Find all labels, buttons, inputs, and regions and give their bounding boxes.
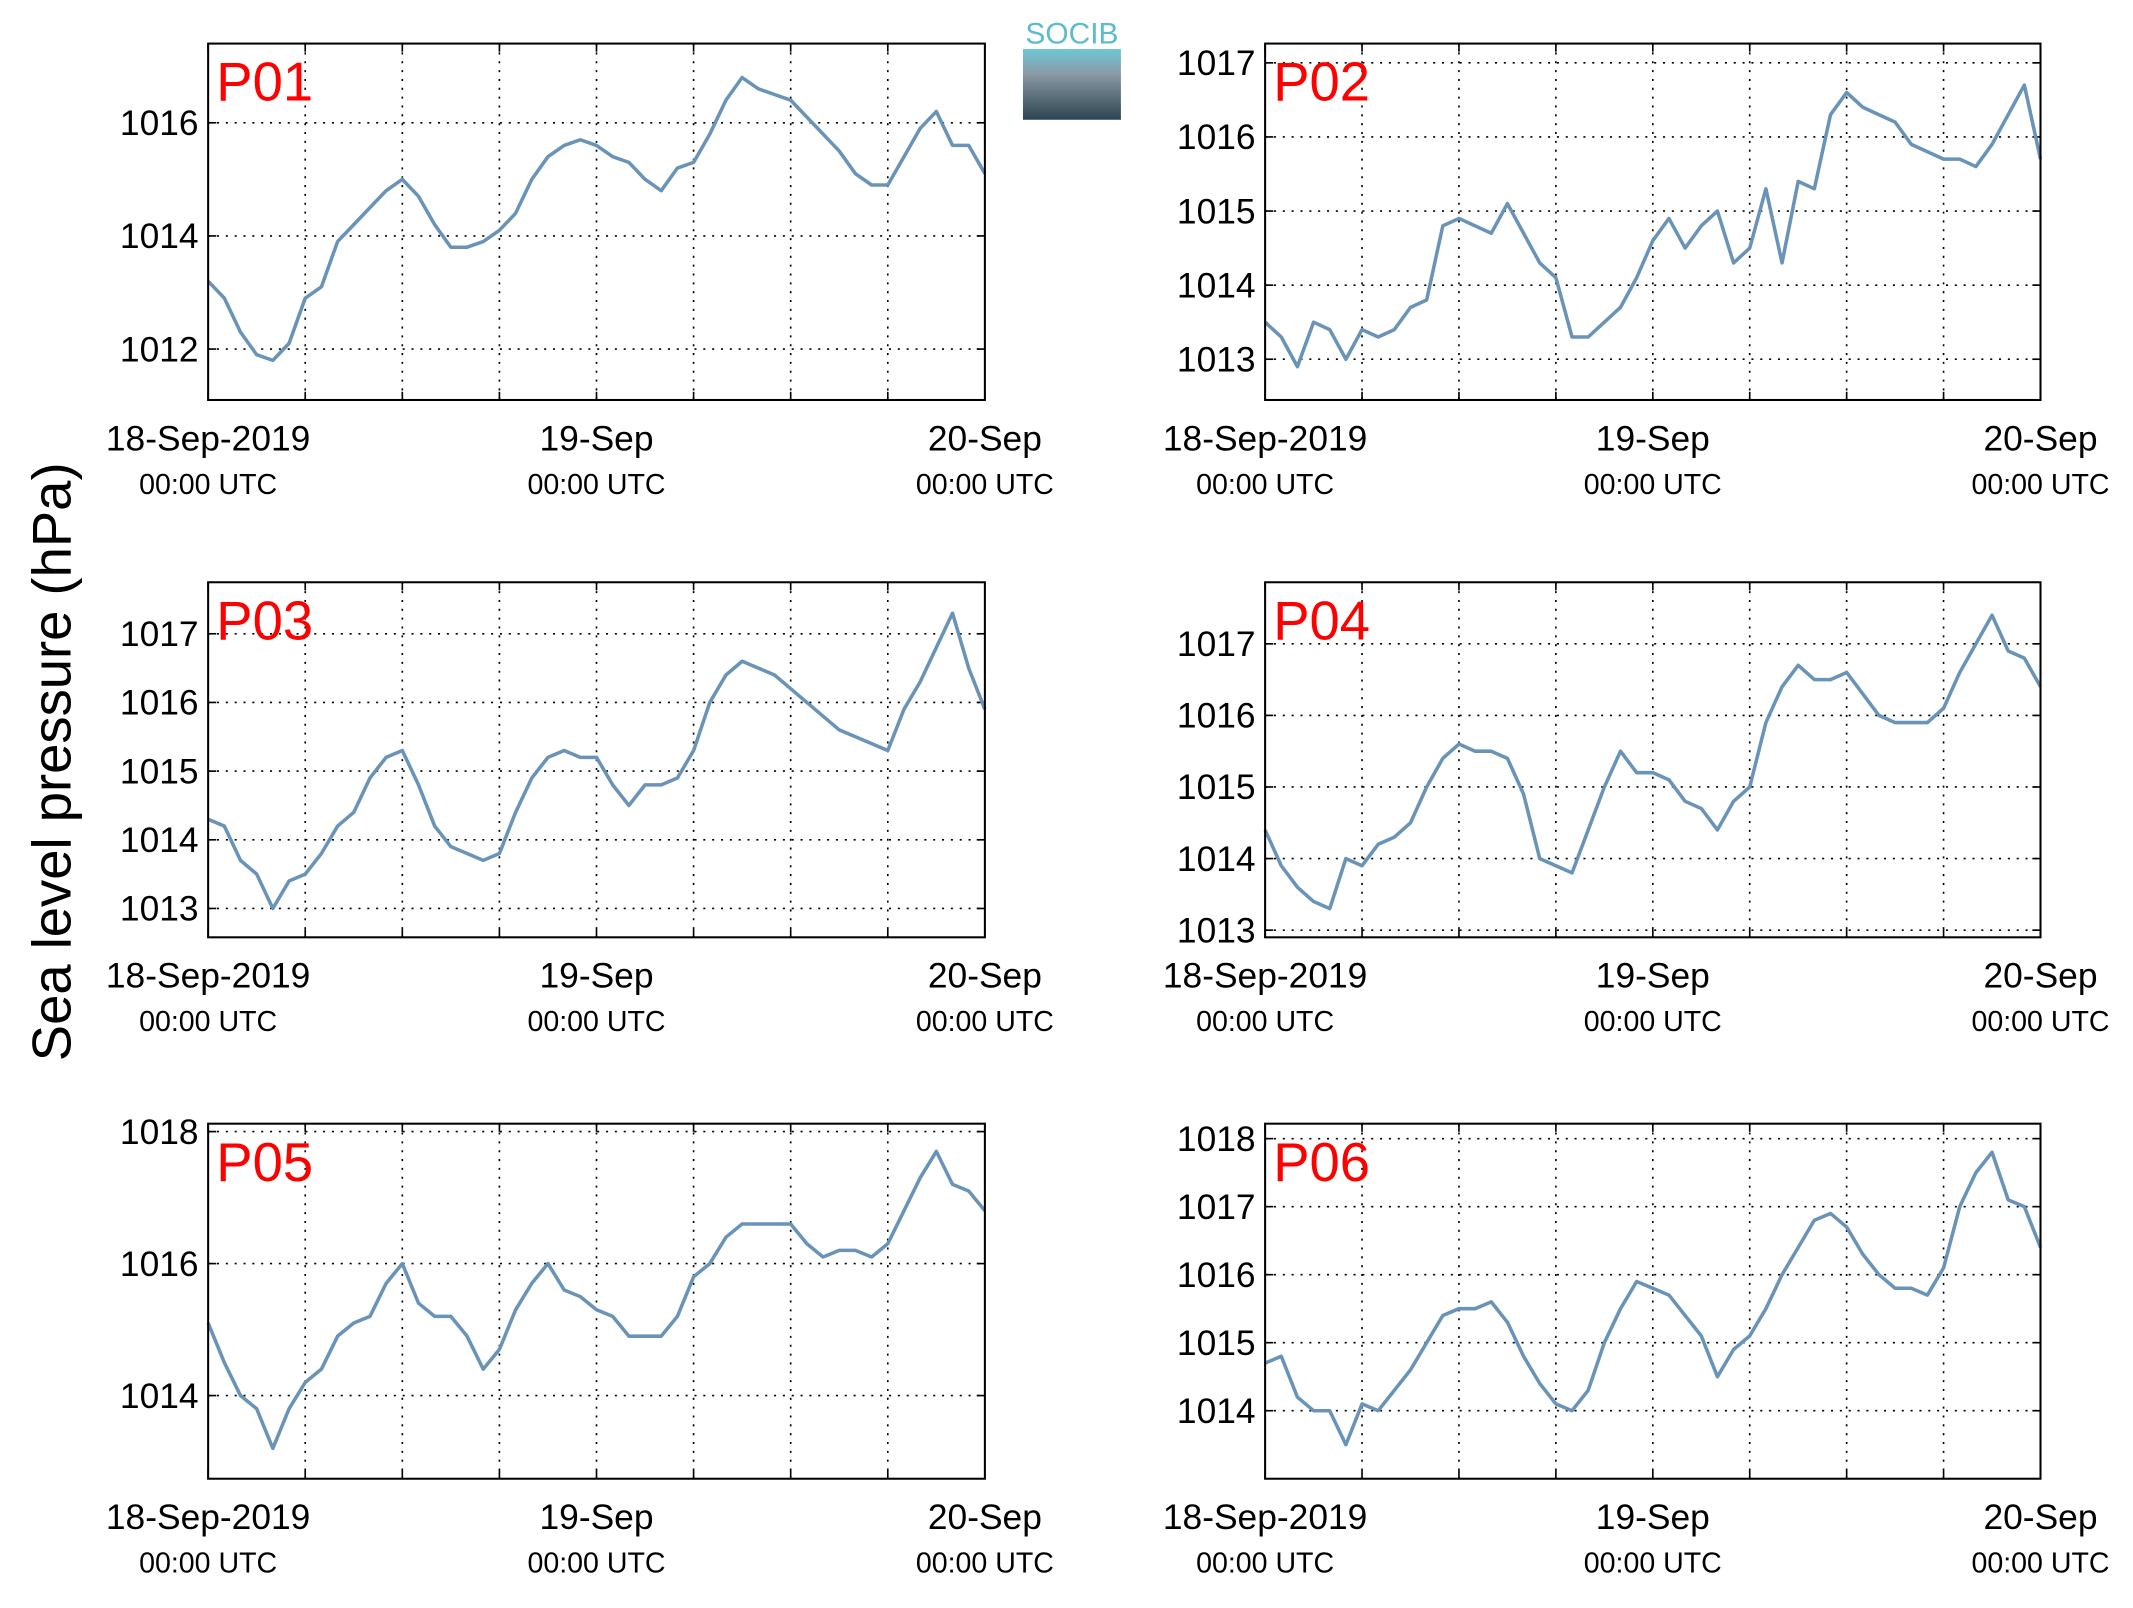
y-tick-label: 1014 xyxy=(120,821,199,860)
y-tick-label: 1018 xyxy=(1177,1120,1256,1159)
y-tick-label: 1014 xyxy=(1177,266,1256,305)
x-tick-sublabel: 00:00 UTC xyxy=(1971,1548,2109,1580)
x-tick-label: 20-Sep xyxy=(1983,957,2097,996)
y-tick-label: 1014 xyxy=(120,217,199,256)
y-tick-label: 1015 xyxy=(1177,192,1256,231)
x-tick-label: 19-Sep xyxy=(539,419,653,458)
y-tick-label: 1015 xyxy=(1177,1324,1256,1363)
y-tick-label: 1016 xyxy=(120,104,199,143)
x-tick-label: 20-Sep xyxy=(1983,419,2097,458)
x-tick-label: 20-Sep xyxy=(928,957,1042,996)
x-tick-label: 18-Sep-2019 xyxy=(1163,957,1367,996)
x-tick-label: 19-Sep xyxy=(539,1498,653,1537)
x-tick-sublabel: 00:00 UTC xyxy=(1584,469,1722,501)
data-line xyxy=(206,1149,987,1451)
x-tick-sublabel: 00:00 UTC xyxy=(916,1548,1054,1580)
x-tick-sublabel: 00:00 UTC xyxy=(139,1006,277,1038)
x-tick-sublabel: 00:00 UTC xyxy=(139,469,277,501)
x-tick-label: 20-Sep xyxy=(928,1498,1042,1537)
plot-frame xyxy=(1264,581,2042,939)
y-tick-label: 1018 xyxy=(120,1113,199,1152)
x-tick-label: 18-Sep-2019 xyxy=(1163,1498,1367,1537)
plot-frame xyxy=(207,1122,986,1480)
x-tick-sublabel: 00:00 UTC xyxy=(139,1548,277,1580)
panel-title: P02 xyxy=(1273,52,1370,113)
x-tick-sublabel: 00:00 UTC xyxy=(527,1006,665,1038)
y-tick-label: 1017 xyxy=(1177,625,1256,664)
x-tick-sublabel: 00:00 UTC xyxy=(916,469,1054,501)
data-line xyxy=(206,75,987,363)
x-tick-sublabel: 00:00 UTC xyxy=(1196,469,1334,501)
y-tick-label: 1013 xyxy=(120,890,199,929)
y-axis-label: Sea level pressure (hPa) xyxy=(22,462,83,1061)
y-tick-label: 1014 xyxy=(1177,840,1256,879)
panel: 1013 1014 1015 1016 1017 18-Sep-2019 00:00 UTC… xyxy=(1163,581,2110,1038)
x-tick-label: 18-Sep-2019 xyxy=(1163,419,1367,458)
x-tick-sublabel: 00:00 UTC xyxy=(1196,1548,1334,1580)
x-tick-label: 19-Sep xyxy=(539,957,653,996)
y-tick-label: 1014 xyxy=(120,1377,199,1416)
data-line xyxy=(1263,83,2043,369)
x-tick-sublabel: 00:00 UTC xyxy=(916,1006,1054,1038)
x-tick-sublabel: 00:00 UTC xyxy=(1584,1548,1722,1580)
panel-title: P04 xyxy=(1273,590,1370,651)
y-tick-label: 1013 xyxy=(1177,340,1256,379)
panel-title: P05 xyxy=(216,1132,313,1193)
y-tick-label: 1016 xyxy=(120,1245,199,1284)
x-tick-sublabel: 00:00 UTC xyxy=(1196,1006,1334,1038)
plot-frame xyxy=(1264,1122,2042,1480)
y-tick-label: 1013 xyxy=(1177,911,1256,950)
x-tick-label: 18-Sep-2019 xyxy=(106,419,310,458)
panel-title: P01 xyxy=(216,52,313,113)
y-tick-label: 1016 xyxy=(1177,1256,1256,1295)
x-tick-label: 20-Sep xyxy=(928,419,1042,458)
plot-frame xyxy=(207,42,986,402)
x-tick-label: 20-Sep xyxy=(1983,1498,2097,1537)
x-tick-label: 19-Sep xyxy=(1596,1498,1710,1537)
x-tick-sublabel: 00:00 UTC xyxy=(527,469,665,501)
data-line xyxy=(1264,1150,2043,1447)
y-tick-label: 1014 xyxy=(1177,1392,1256,1431)
x-tick-sublabel: 00:00 UTC xyxy=(1971,1006,2109,1038)
panel: 1013 1014 1015 1016 1017 18-Sep-2019 00:00 UTC… xyxy=(1163,42,2110,501)
y-tick-label: 1016 xyxy=(120,684,199,723)
panel: 1014 1015 1016 1017 1018 18-Sep-2019 00:00 UTC… xyxy=(1163,1120,2110,1580)
y-tick-label: 1017 xyxy=(120,615,199,654)
x-tick-label: 19-Sep xyxy=(1596,419,1710,458)
x-tick-sublabel: 00:00 UTC xyxy=(527,1548,665,1580)
x-tick-label: 19-Sep xyxy=(1596,957,1710,996)
y-tick-label: 1016 xyxy=(1177,697,1256,736)
plot-frame xyxy=(207,581,986,939)
logo-text: SOCIB xyxy=(1025,18,1118,51)
y-tick-label: 1017 xyxy=(1177,44,1256,83)
panel: 1013 1014 1015 1016 1017 18-Sep-2019 00:00 UTC… xyxy=(106,581,1054,1038)
x-tick-label: 18-Sep-2019 xyxy=(106,957,310,996)
y-tick-label: 1016 xyxy=(1177,118,1256,157)
x-tick-label: 18-Sep-2019 xyxy=(106,1498,310,1537)
logo: SOCIB xyxy=(1022,18,1121,120)
data-line xyxy=(1263,613,2043,911)
panel-title: P03 xyxy=(216,590,313,651)
panel: 1012 1014 1016 18-Sep-2019 00:00 UTC 19-Sep 00… xyxy=(106,42,1054,501)
x-tick-sublabel: 00:00 UTC xyxy=(1584,1006,1722,1038)
panel-title: P06 xyxy=(1273,1132,1370,1193)
plot-frame xyxy=(1264,42,2042,402)
x-tick-sublabel: 00:00 UTC xyxy=(1971,469,2109,501)
y-tick-label: 1015 xyxy=(120,752,199,791)
y-tick-label: 1012 xyxy=(120,330,199,369)
panel: 1014 1016 1018 18-Sep-2019 00:00 UTC 19-Sep 00… xyxy=(106,1113,1054,1580)
data-line xyxy=(207,611,987,911)
y-tick-label: 1015 xyxy=(1177,768,1256,807)
logo-image xyxy=(1022,49,1121,120)
y-tick-label: 1017 xyxy=(1177,1188,1256,1227)
